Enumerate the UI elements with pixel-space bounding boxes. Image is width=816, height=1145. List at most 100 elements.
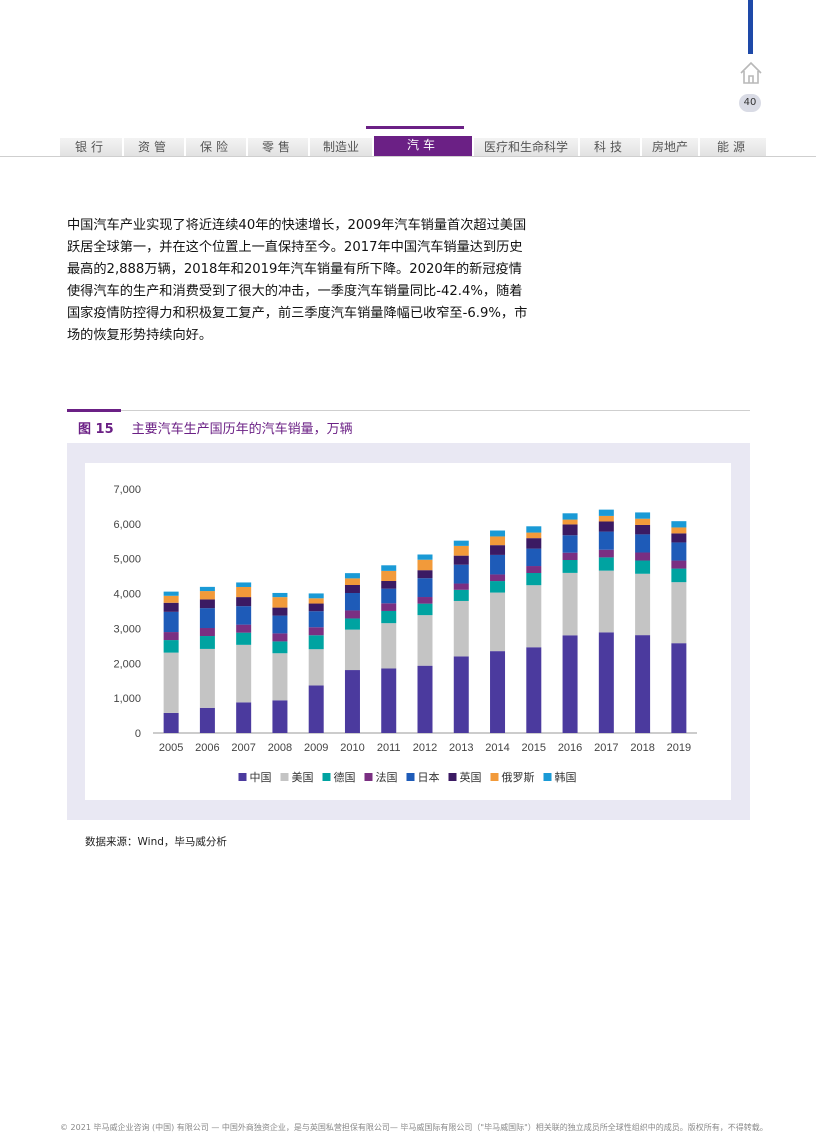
- bar-segment-2007: [236, 624, 252, 633]
- bar-segment-2011: [381, 603, 397, 611]
- bar-segment-2008: [272, 592, 288, 598]
- bar-segment-2013: [453, 583, 469, 590]
- bar-segment-2016: [562, 524, 578, 536]
- bar-segment-2018: [635, 552, 651, 561]
- bar-segment-2011: [381, 668, 397, 733]
- bar-segment-2014: [490, 536, 506, 546]
- bar-segment-2019: [671, 542, 687, 561]
- bar-segment-2014: [490, 592, 506, 652]
- bar-segment-2011: [381, 565, 397, 571]
- bar-segment-2006: [199, 599, 215, 609]
- bar-segment-2007: [236, 582, 252, 587]
- tab-insurance[interactable]: 保险: [186, 138, 248, 156]
- tab-healthcare-life-sciences[interactable]: 医疗和生命科学: [474, 138, 580, 156]
- bar-segment-2013: [453, 656, 469, 733]
- bar-segment-2005: [163, 640, 179, 653]
- bar-segment-2019: [671, 560, 687, 569]
- x-tick-label: 2015: [522, 742, 546, 754]
- bar-segment-2014: [490, 530, 506, 537]
- bar-segment-2012: [417, 570, 433, 579]
- tab-real-estate[interactable]: 房地产: [642, 138, 700, 156]
- legend-label: 德国: [334, 770, 356, 784]
- bar-segment-2006: [199, 591, 215, 600]
- bar-segment-2010: [344, 573, 360, 579]
- bar-segment-2010: [344, 578, 360, 585]
- bar-segment-2017: [598, 521, 614, 532]
- bar-segment-2017: [598, 509, 614, 516]
- bar-segment-2015: [526, 532, 542, 539]
- bar-segment-2012: [417, 578, 433, 598]
- bar-segment-2006: [199, 628, 215, 637]
- bar-segment-2012: [417, 603, 433, 616]
- bar-segment-2015: [526, 573, 542, 586]
- bar-segment-2010: [344, 618, 360, 630]
- bar-segment-2018: [635, 534, 651, 553]
- x-tick-label: 2012: [413, 742, 437, 754]
- bar-segment-2009: [308, 593, 324, 599]
- y-tick-label: 2,000: [113, 658, 141, 670]
- figure-number: 图 15: [78, 422, 114, 437]
- bar-segment-2005: [163, 652, 179, 713]
- y-tick-label: 3,000: [113, 623, 141, 635]
- bar-segment-2013: [453, 555, 469, 565]
- bar-segment-2009: [308, 685, 324, 733]
- bar-segment-2005: [163, 595, 179, 603]
- legend-swatch: [322, 773, 331, 781]
- home-icon[interactable]: [738, 60, 764, 86]
- bar-segment-2018: [635, 560, 651, 574]
- tab-asset-management[interactable]: 资管: [124, 138, 186, 156]
- chart-panel: 0 1,000 2,000 3,000 4,000 5,000 6,000 7,000 2005…: [85, 463, 731, 800]
- bar-segment-2006: [199, 707, 215, 733]
- bar-segment-2019: [671, 521, 687, 528]
- figure-rule: [67, 410, 750, 411]
- bar-segment-2007: [236, 702, 252, 733]
- bar-segment-2016: [562, 535, 578, 553]
- bar-segment-2007: [236, 586, 252, 598]
- bar-segment-2009: [308, 635, 324, 650]
- figure-rule-accent: [67, 409, 121, 412]
- bar-segment-2018: [635, 635, 651, 733]
- tab-technology[interactable]: 科技: [580, 138, 642, 156]
- bar-segment-2015: [526, 566, 542, 574]
- bar-segment-2016: [562, 513, 578, 520]
- tab-automotive[interactable]: 汽车: [374, 136, 474, 156]
- bar-segment-2018: [635, 518, 651, 525]
- bar-segment-2010: [344, 629, 360, 671]
- bar-segment-2010: [344, 670, 360, 733]
- legend-swatch: [543, 773, 552, 781]
- bar-segment-2008: [272, 653, 288, 701]
- bar-segment-2017: [598, 531, 614, 550]
- bar-segment-2013: [453, 545, 469, 556]
- bar-segment-2008: [272, 633, 288, 642]
- bar-segment-2007: [236, 606, 252, 625]
- bar-segment-2014: [490, 581, 506, 593]
- x-tick-label: 2008: [268, 742, 292, 754]
- bar-segment-2012: [417, 554, 433, 560]
- y-tick-label: 5,000: [113, 554, 141, 566]
- tab-energy[interactable]: 能源: [700, 138, 768, 156]
- x-tick-label: 2017: [594, 742, 618, 754]
- section-tabs: 银行 资管 保险 零售 制造业 汽车 医疗和生命科学 科技 房地产 能源: [60, 136, 768, 156]
- bar-segment-2014: [490, 651, 506, 733]
- bar-segment-2010: [344, 584, 360, 594]
- bar-segment-2005: [163, 712, 179, 733]
- bar-segment-2005: [163, 591, 179, 596]
- bar-segment-2008: [272, 597, 288, 608]
- footer-copyright: © 2021 毕马威企业咨询 (中国) 有限公司 — 中国外商独资企业，是与英国…: [60, 1123, 768, 1132]
- intro-paragraph: 中国汽车产业实现了将近连续40年的快速增长，2009年汽车销量首次超过美国跃居全…: [67, 218, 528, 343]
- bar-segment-2016: [562, 635, 578, 733]
- x-tick-label: 2005: [159, 742, 183, 754]
- bar-segment-2015: [526, 548, 542, 567]
- tab-manufacturing[interactable]: 制造业: [310, 138, 374, 156]
- legend-swatch: [490, 773, 499, 781]
- bar-segment-2017: [598, 557, 614, 571]
- bar-segment-2019: [671, 582, 687, 644]
- tab-divider: [0, 156, 816, 157]
- tab-retail[interactable]: 零售: [248, 138, 310, 156]
- bar-segment-2015: [526, 585, 542, 648]
- x-tick-label: 2007: [231, 742, 255, 754]
- bar-segment-2011: [381, 588, 397, 604]
- bar-segment-2006: [199, 648, 215, 708]
- tab-banking[interactable]: 银行: [60, 138, 124, 156]
- x-tick-label: 2014: [485, 742, 509, 754]
